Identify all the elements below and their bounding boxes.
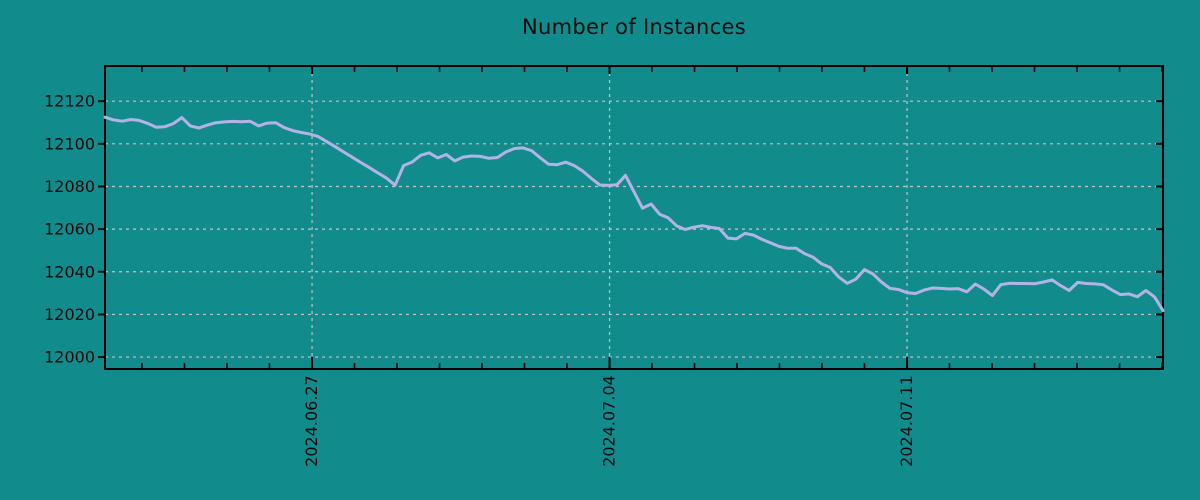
- y-tick-label: 12120: [44, 92, 95, 111]
- x-tick-label: 2024.07.11: [897, 375, 916, 467]
- x-tick-label: 2024.07.04: [600, 375, 619, 467]
- y-tick-label: 12080: [44, 177, 95, 196]
- y-tick-label: 12040: [44, 262, 95, 281]
- y-tick-label: 12060: [44, 220, 95, 239]
- y-tick-label: 12100: [44, 134, 95, 153]
- plot-border: [104, 65, 1164, 370]
- data-line: [103, 115, 1165, 313]
- y-tick-label: 12000: [44, 348, 95, 367]
- y-tick-label: 12020: [44, 305, 95, 324]
- x-tick-label: 2024.06.27: [302, 375, 321, 467]
- chart-title: Number of Instances: [522, 15, 746, 39]
